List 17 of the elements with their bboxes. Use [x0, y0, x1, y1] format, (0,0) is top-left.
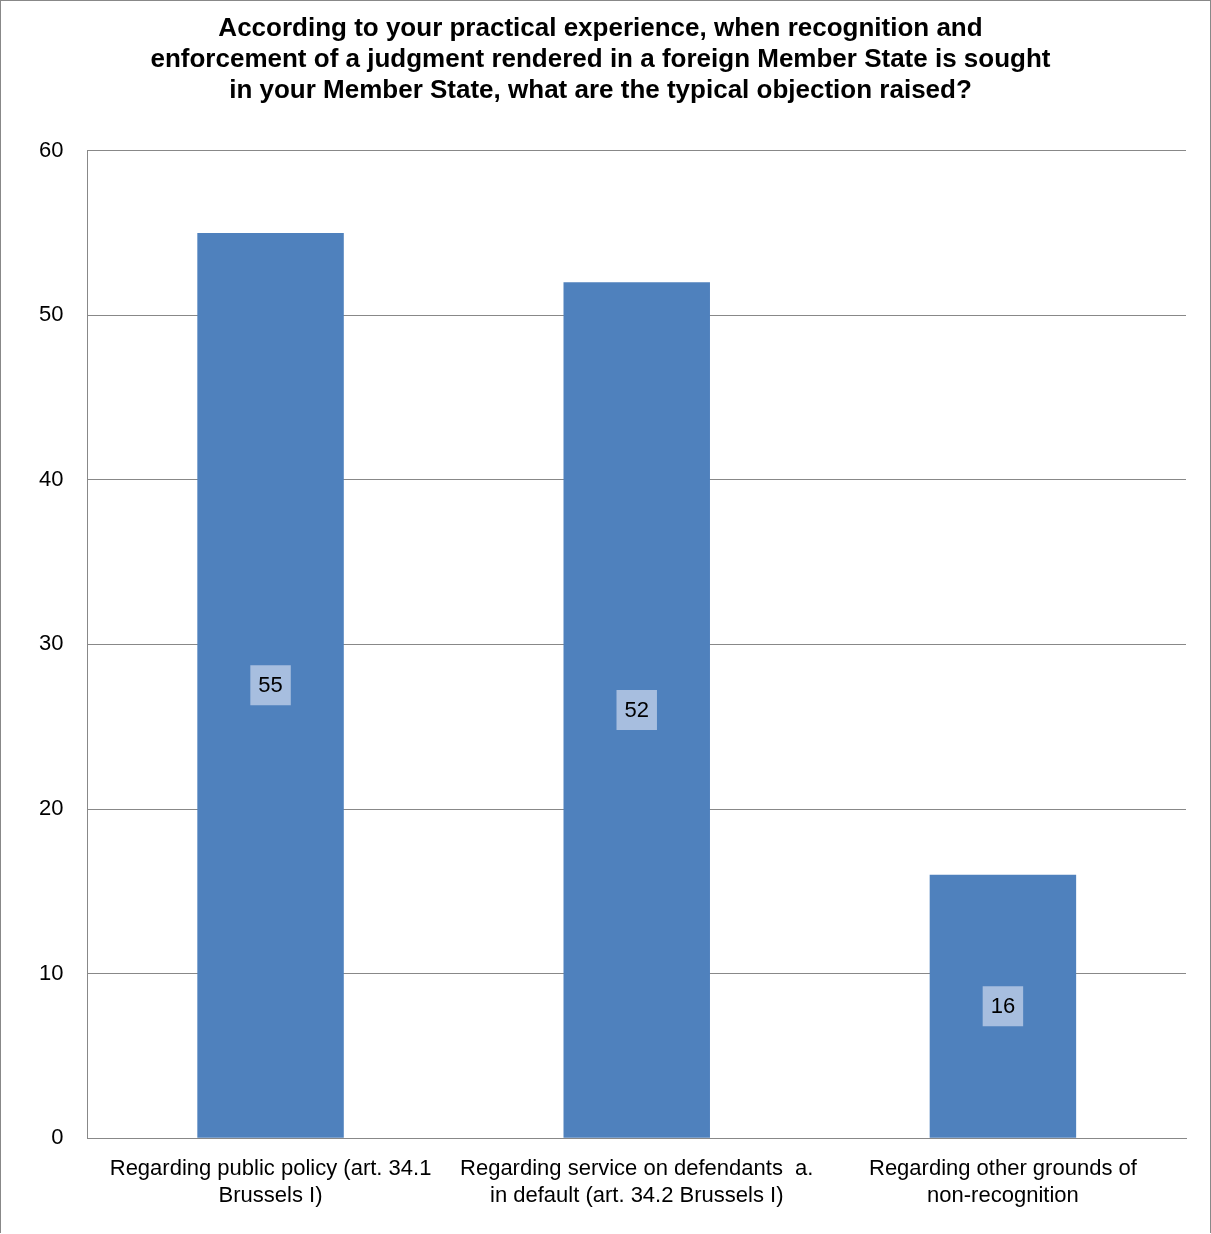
x-tick-label: Regarding public policy (art. 34.1 Brussels I) — [109, 1155, 432, 1207]
y-tick-label: 0 — [51, 1124, 64, 1150]
y-tick-label: 10 — [38, 959, 64, 985]
data-label: 16 — [990, 993, 1016, 1019]
x-tick-label: Regarding other grounds of non-recognition — [868, 1155, 1138, 1207]
bar — [197, 232, 344, 1138]
data-label: 55 — [258, 672, 283, 698]
y-tick-label: 30 — [38, 630, 64, 656]
y-tick-label: 50 — [38, 301, 64, 327]
x-tick-label: Regarding service on defendants a. in default (art. 34.2 Brussels I) — [460, 1155, 814, 1207]
y-tick-label: 40 — [38, 465, 64, 491]
data-label: 52 — [624, 697, 649, 723]
bar — [563, 282, 710, 1138]
y-tick-label: 20 — [38, 795, 64, 821]
bar — [929, 874, 1077, 1138]
y-tick-label: 60 — [38, 136, 64, 162]
chart-title: According to your practical experience, when recognition and enforcement of a judgment rendered in a foreign Member State is sought in your Member State, what are the typical objection raised? — [150, 11, 1051, 105]
